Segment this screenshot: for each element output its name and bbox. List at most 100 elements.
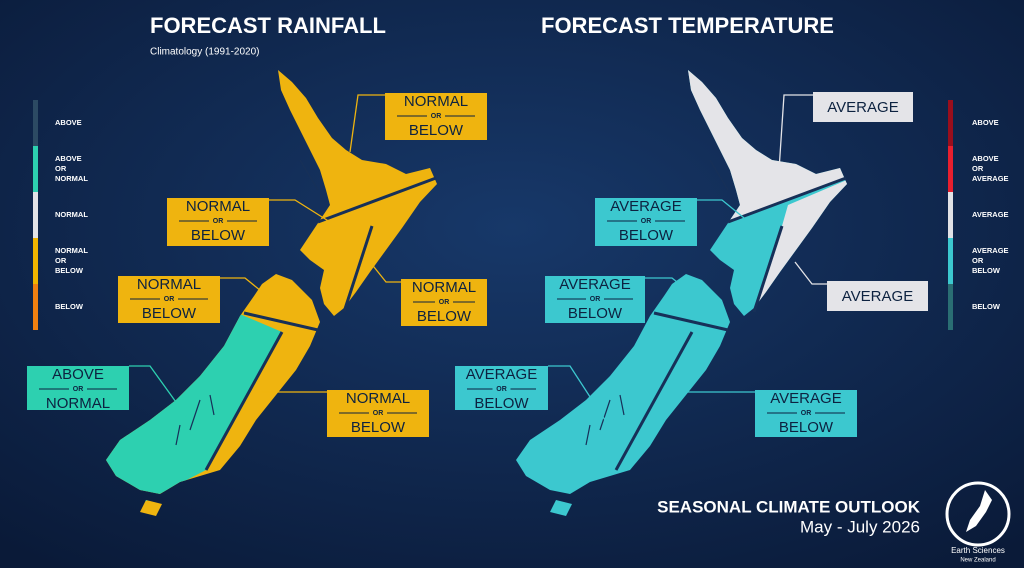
label-text: BELOW bbox=[409, 122, 464, 139]
legend-label: BELOW bbox=[55, 266, 84, 275]
legend-swatch bbox=[33, 192, 38, 238]
label-text: NORMAL bbox=[46, 395, 110, 412]
label-text: OR bbox=[164, 296, 175, 303]
river bbox=[709, 159, 729, 191]
legend-swatch bbox=[33, 100, 38, 146]
leader-line bbox=[697, 199, 766, 236]
region-boundary bbox=[317, 176, 437, 224]
label-text: BELOW bbox=[619, 227, 674, 244]
label-text: NORMAL bbox=[412, 279, 476, 296]
legend-label: ABOVE bbox=[55, 154, 82, 163]
label-text: AVERAGE bbox=[466, 366, 537, 383]
leader-line bbox=[645, 277, 713, 311]
region-boundary bbox=[204, 331, 284, 471]
legend-swatch bbox=[948, 238, 953, 284]
label-text: ABOVE bbox=[52, 366, 104, 383]
logo-name: Earth Sciences bbox=[951, 546, 1005, 555]
label-text: OR bbox=[590, 296, 601, 303]
river bbox=[175, 424, 181, 446]
label-text: AVERAGE bbox=[559, 276, 630, 293]
river bbox=[209, 394, 215, 416]
legend-label: OR bbox=[55, 256, 67, 265]
label-text: OR bbox=[213, 218, 224, 225]
label-box bbox=[595, 198, 697, 246]
label-text: OR bbox=[801, 410, 812, 417]
leader-line bbox=[349, 94, 385, 153]
label-text: BELOW bbox=[351, 419, 406, 436]
region-boundary bbox=[653, 311, 729, 332]
label-text: OR bbox=[73, 386, 84, 393]
region-boundary bbox=[752, 225, 784, 313]
label-text: OR bbox=[431, 113, 442, 120]
legend-label: BELOW bbox=[55, 302, 84, 311]
river bbox=[299, 159, 319, 191]
label-text: AVERAGE bbox=[827, 99, 898, 116]
label-text: AVERAGE bbox=[842, 288, 913, 305]
legend-label: BELOW bbox=[972, 302, 1001, 311]
legend-swatch bbox=[33, 146, 38, 192]
label-box bbox=[813, 92, 913, 122]
rain-subtitle: Climatology (1991-2020) bbox=[150, 47, 260, 58]
label-text: OR bbox=[496, 386, 507, 393]
legend-label: NORMAL bbox=[55, 174, 88, 183]
region-boundary bbox=[614, 331, 694, 471]
label-text: BELOW bbox=[779, 419, 834, 436]
label-text: OR bbox=[641, 218, 652, 225]
label-text: NORMAL bbox=[137, 276, 201, 293]
label-text: BELOW bbox=[191, 227, 246, 244]
label-box bbox=[455, 366, 548, 410]
legend-swatch bbox=[948, 284, 953, 330]
legend-label: OR bbox=[972, 164, 984, 173]
leader-line bbox=[129, 365, 187, 417]
legend-label: ABOVE bbox=[55, 118, 82, 127]
legend-swatch bbox=[948, 192, 953, 238]
label-text: BELOW bbox=[142, 305, 197, 322]
region-boundary bbox=[727, 176, 847, 224]
logo: Earth Sciences New Zealand bbox=[945, 481, 1011, 564]
logo-mark bbox=[966, 490, 992, 532]
legend-label: OR bbox=[55, 164, 67, 173]
legend-label: AVERAGE bbox=[972, 174, 1009, 183]
label-text: BELOW bbox=[417, 308, 472, 325]
leader-line bbox=[269, 199, 331, 223]
leader-line bbox=[369, 261, 401, 283]
label-text: AVERAGE bbox=[770, 390, 841, 407]
legend-label: NORMAL bbox=[55, 210, 88, 219]
legend-label: ABOVE bbox=[972, 154, 999, 163]
legend-label: NORMAL bbox=[55, 246, 88, 255]
label-text: BELOW bbox=[474, 395, 529, 412]
label-text: NORMAL bbox=[186, 198, 250, 215]
legend-swatch bbox=[948, 146, 953, 192]
legend-label: AVERAGE bbox=[972, 210, 1009, 219]
river bbox=[189, 399, 201, 431]
river bbox=[599, 399, 611, 431]
leader-line bbox=[777, 94, 813, 186]
legend-label: ABOVE bbox=[972, 118, 999, 127]
logo-ring bbox=[945, 481, 1011, 547]
legend-label: AVERAGE bbox=[972, 246, 1009, 255]
label-box bbox=[167, 198, 269, 246]
legend-label: BELOW bbox=[972, 266, 1001, 275]
label-box bbox=[27, 366, 129, 410]
label-text: NORMAL bbox=[346, 390, 410, 407]
label-box bbox=[827, 281, 928, 311]
temp-title: FORECAST TEMPERATURE bbox=[541, 13, 834, 38]
region-boundary bbox=[243, 311, 319, 332]
label-text: NORMAL bbox=[404, 93, 468, 110]
label-text: OR bbox=[373, 410, 384, 417]
logo-country: New Zealand bbox=[960, 558, 995, 564]
label-text: BELOW bbox=[568, 305, 623, 322]
region-boundary bbox=[342, 225, 374, 313]
legend-swatch bbox=[948, 100, 953, 146]
rain-title: FORECAST RAINFALL bbox=[150, 13, 386, 38]
legend-swatch bbox=[33, 238, 38, 284]
legend-swatch bbox=[33, 284, 38, 330]
footer-title: SEASONAL CLIMATE OUTLOOK bbox=[657, 497, 921, 516]
river bbox=[585, 424, 591, 446]
footer-period: May - July 2026 bbox=[800, 517, 920, 536]
label-text: AVERAGE bbox=[610, 198, 681, 215]
leader-line bbox=[794, 261, 827, 285]
river bbox=[619, 394, 625, 416]
